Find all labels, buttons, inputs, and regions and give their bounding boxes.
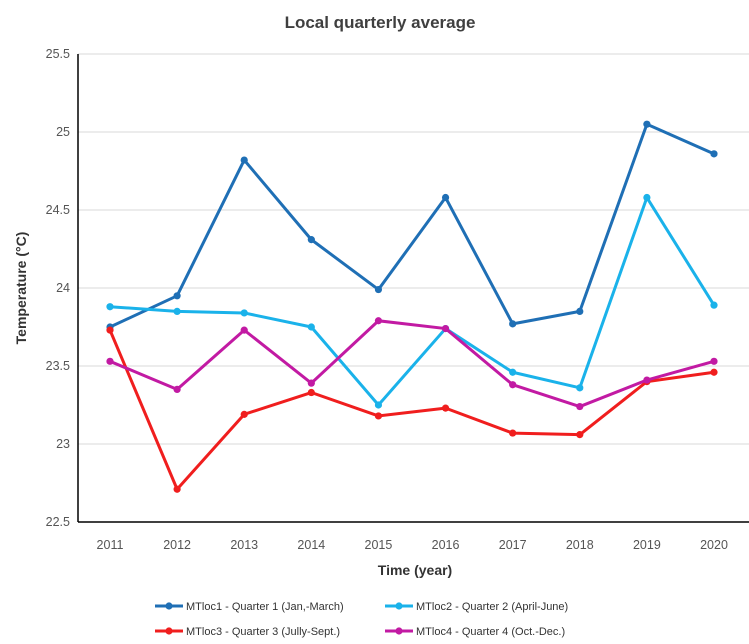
x-tick-label: 2015	[365, 538, 393, 552]
x-axis-label: Time (year)	[378, 562, 452, 578]
legend-label: MTloc3 - Quarter 3 (Jully-Sept.)	[186, 626, 340, 638]
legend-item: MTloc3 - Quarter 3 (Jully-Sept.)	[155, 626, 340, 638]
data-point	[307, 388, 315, 397]
data-point	[106, 303, 114, 311]
data-point	[374, 285, 383, 294]
data-point	[576, 384, 584, 392]
data-point	[173, 385, 181, 393]
legend-label: MTloc1 - Quarter 1 (Jan,-March)	[186, 601, 344, 613]
data-point	[240, 410, 248, 418]
data-point	[173, 485, 181, 493]
data-point	[307, 379, 315, 387]
data-point	[643, 120, 651, 128]
series-lines	[106, 120, 718, 493]
data-point	[173, 292, 181, 300]
x-tick-labels: 2011 2012 2013 2014 2015 2016 2017 2018 2019 2020	[97, 538, 728, 552]
legend-marker	[165, 602, 173, 610]
data-point	[441, 324, 450, 333]
data-point	[710, 301, 718, 309]
data-point	[106, 326, 114, 334]
legend-label: MTloc2 - Quarter 2 (April-June)	[416, 601, 568, 613]
data-point	[710, 150, 718, 158]
x-tick-label: 2014	[297, 538, 325, 552]
y-tick-label: 25	[56, 125, 70, 139]
series-line	[108, 329, 715, 491]
data-point	[307, 236, 315, 244]
data-point	[374, 412, 383, 420]
legend-marker	[395, 627, 403, 635]
x-tick-label: 2013	[230, 538, 258, 552]
x-tick-label: 2020	[700, 538, 728, 552]
series-4	[106, 317, 718, 411]
series-line	[109, 319, 715, 409]
gridlines	[78, 53, 749, 445]
data-point	[374, 317, 383, 325]
series-line	[109, 122, 715, 329]
legend-marker	[395, 602, 403, 610]
chart-title: Local quarterly average	[285, 13, 476, 32]
data-point	[643, 193, 651, 202]
legend-item: MTloc1 - Quarter 1 (Jan,-March)	[155, 601, 344, 613]
data-point	[509, 320, 517, 328]
data-point	[307, 323, 315, 331]
data-point	[374, 401, 383, 409]
x-tick-label: 2016	[432, 538, 460, 552]
y-tick-labels: 22.5 23 23.5 24 24.5 25 25.5	[46, 47, 70, 529]
data-point	[173, 307, 181, 315]
data-point	[710, 357, 718, 365]
data-point	[643, 376, 651, 384]
data-point	[441, 193, 450, 202]
data-point	[240, 326, 248, 334]
legend-item: MTloc2 - Quarter 2 (April-June)	[385, 601, 568, 613]
y-tick-label: 22.5	[46, 515, 70, 529]
x-tick-label: 2017	[499, 538, 527, 552]
x-tick-label: 2019	[633, 538, 661, 552]
series-3	[106, 326, 718, 493]
legend-label: MTloc4 - Quarter 4 (Oct.-Dec.)	[416, 626, 565, 638]
x-tick-label: 2012	[163, 538, 191, 552]
data-point	[106, 357, 114, 365]
data-point	[441, 404, 450, 412]
series-1	[106, 120, 718, 331]
data-point	[576, 402, 584, 411]
data-point	[576, 431, 584, 439]
series-line	[109, 196, 716, 407]
legend-marker	[165, 627, 173, 635]
y-tick-label: 23	[56, 437, 70, 451]
data-point	[509, 429, 517, 437]
x-tick-label: 2011	[97, 538, 124, 552]
legend-item: MTloc4 - Quarter 4 (Oct.-Dec.)	[385, 626, 565, 638]
y-tick-label: 24	[56, 281, 70, 295]
data-point	[240, 309, 248, 317]
y-tick-label: 24.5	[46, 203, 70, 217]
y-tick-label: 25.5	[46, 47, 70, 61]
data-point	[509, 381, 517, 389]
y-axis-label: Temperature (°C)	[13, 232, 29, 345]
series-2	[106, 193, 718, 409]
data-point	[710, 368, 718, 376]
y-tick-label: 23.5	[46, 359, 70, 373]
data-point	[509, 368, 517, 376]
axes	[77, 54, 749, 523]
x-tick-label: 2018	[566, 538, 594, 552]
data-point	[576, 307, 584, 315]
data-point	[240, 156, 248, 164]
legend: MTloc1 - Quarter 1 (Jan,-March) MTloc2 - …	[155, 601, 568, 638]
